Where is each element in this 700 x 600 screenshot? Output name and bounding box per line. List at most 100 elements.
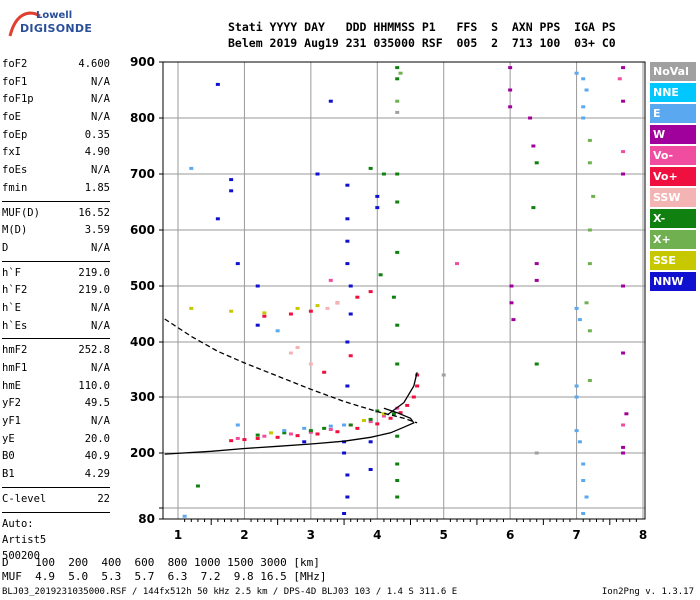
echo-mark-nnw: [315, 172, 320, 176]
param-value: N/A: [91, 93, 110, 106]
echo-mark-nnw: [368, 440, 373, 444]
echo-mark-sse: [269, 431, 273, 435]
x-tick-label: 1: [174, 528, 182, 542]
echo-mark-x-: [255, 433, 260, 437]
echo-mark-w: [621, 99, 626, 103]
echo-mark-vo-: [335, 430, 340, 434]
param-value: N/A: [91, 241, 110, 254]
echo-mark-x-: [395, 99, 400, 103]
echo-mark-vo-: [621, 423, 626, 427]
chart-axes: 1 2 3 4 5 6 7 8 80 200 300 400 500 600 700 800 900: [130, 55, 647, 542]
param-value: 16.52: [78, 206, 110, 219]
param-value: 22: [97, 492, 110, 505]
echo-mark-x-: [584, 301, 589, 305]
echo-mark-e: [574, 306, 579, 310]
echo-mark-vo-: [308, 430, 313, 434]
echo-mark-x-: [531, 206, 536, 210]
echo-mark-x-: [395, 479, 400, 482]
echo-mark-sse: [189, 306, 194, 310]
echo-mark-nnw: [345, 384, 350, 388]
echo-mark-x-: [534, 362, 539, 366]
echo-mark-w: [621, 451, 626, 455]
param-label: M(D): [2, 224, 28, 237]
echo-mark-vo-: [328, 427, 333, 431]
divider: [2, 486, 110, 488]
param-row: MUF(D) 16.52: [2, 205, 110, 223]
echo-mark-w: [621, 66, 626, 70]
trace-right-curve: [386, 372, 418, 416]
echo-mark-vo-: [455, 262, 459, 266]
echo-mark-x-: [378, 273, 383, 277]
param-value: 4.29: [84, 468, 110, 481]
echo-mark-vo-: [262, 314, 267, 318]
echo-mark-w: [508, 105, 513, 109]
param-value: N/A: [91, 362, 110, 374]
echo-mark-x-: [587, 379, 592, 382]
divider: [2, 338, 110, 340]
echo-mark-nnw: [342, 451, 347, 455]
echo-mark-vo-: [368, 290, 373, 294]
y-tick-label: 600: [130, 223, 155, 237]
echo-mark-x-: [368, 166, 373, 170]
echo-mark-e: [182, 514, 187, 518]
echo-mark-e: [581, 77, 586, 81]
auto-label: Auto:: [2, 517, 34, 530]
legend-item-nne: NNE: [650, 83, 696, 102]
param-label: yF1: [2, 415, 21, 428]
legend-item-vo-: Vo+: [650, 167, 696, 186]
echo-mark-x-: [534, 161, 539, 165]
echo-mark-w: [621, 284, 626, 288]
x-tick-label: 5: [440, 528, 448, 542]
muf-row: MUF 4.9 5.0 5.3 5.7 6.3 7.2 9.8 16.5 [MH…: [2, 570, 327, 583]
legend-item-sse: SSE: [650, 251, 696, 270]
param-value: 219.0: [78, 266, 110, 279]
echo-mark-vo-: [235, 436, 240, 440]
echo-mark-x-: [195, 484, 200, 488]
echo-mark-x-: [587, 138, 592, 142]
echo-mark-e: [342, 423, 347, 427]
echo-mark-x-: [587, 161, 592, 165]
param-row: yE 20.0: [2, 431, 110, 449]
echo-mark-sse: [315, 304, 320, 308]
echo-mark-sse: [262, 311, 267, 315]
param-row: D N/A: [2, 240, 110, 258]
echo-mark-x-: [591, 194, 596, 198]
echo-mark-noval: [534, 451, 539, 455]
param-group-confidence: C-level 22: [2, 491, 110, 509]
param-value: 252.8: [78, 344, 110, 357]
echo-mark-w: [509, 301, 514, 305]
param-value: 110.0: [78, 379, 110, 392]
param-value: 3.59: [84, 224, 110, 237]
echo-mark-ssw: [288, 351, 293, 355]
echo-mark-e: [581, 512, 586, 515]
parameter-panel: foF2 4.600 foF1 N/A foF1p N/A foE N/A foEp 0.35 fx…: [2, 56, 110, 564]
param-row: h`F2 219.0: [2, 282, 110, 300]
autoscaling-info: Auto: Artist5 500200: [2, 516, 110, 564]
trace-fitted-solid: [164, 407, 415, 455]
echo-mark-nnw: [345, 239, 350, 243]
echo-mark-w: [621, 351, 626, 355]
echo-mark-nnw: [348, 284, 353, 288]
param-row: C-level 22: [2, 491, 110, 509]
param-label: foE: [2, 111, 21, 124]
param-value: 4.600: [78, 58, 110, 70]
echo-mark-ssw: [308, 362, 313, 366]
echo-mark-e: [581, 116, 586, 120]
echo-mark-nnw: [255, 323, 260, 327]
echo-mark-e: [581, 105, 586, 109]
param-row: h`Es N/A: [2, 318, 110, 336]
echo-mark-w: [508, 66, 513, 70]
echo-mark-nnw: [229, 178, 234, 182]
param-row: fmin 1.85: [2, 180, 110, 198]
echo-mark-nnw: [215, 217, 220, 221]
logo-swoosh-icon: [8, 11, 41, 37]
param-value: 0.35: [84, 128, 110, 141]
echo-mark-e: [577, 318, 582, 322]
param-value: 40.9: [84, 450, 110, 463]
chart-traces: [164, 318, 418, 455]
param-row: B0 40.9: [2, 448, 110, 466]
echo-mark-nnw: [235, 262, 240, 266]
x-tick-label: 4: [373, 528, 381, 542]
echo-mark-w: [528, 116, 533, 120]
echo-mark-vo-: [288, 312, 293, 316]
